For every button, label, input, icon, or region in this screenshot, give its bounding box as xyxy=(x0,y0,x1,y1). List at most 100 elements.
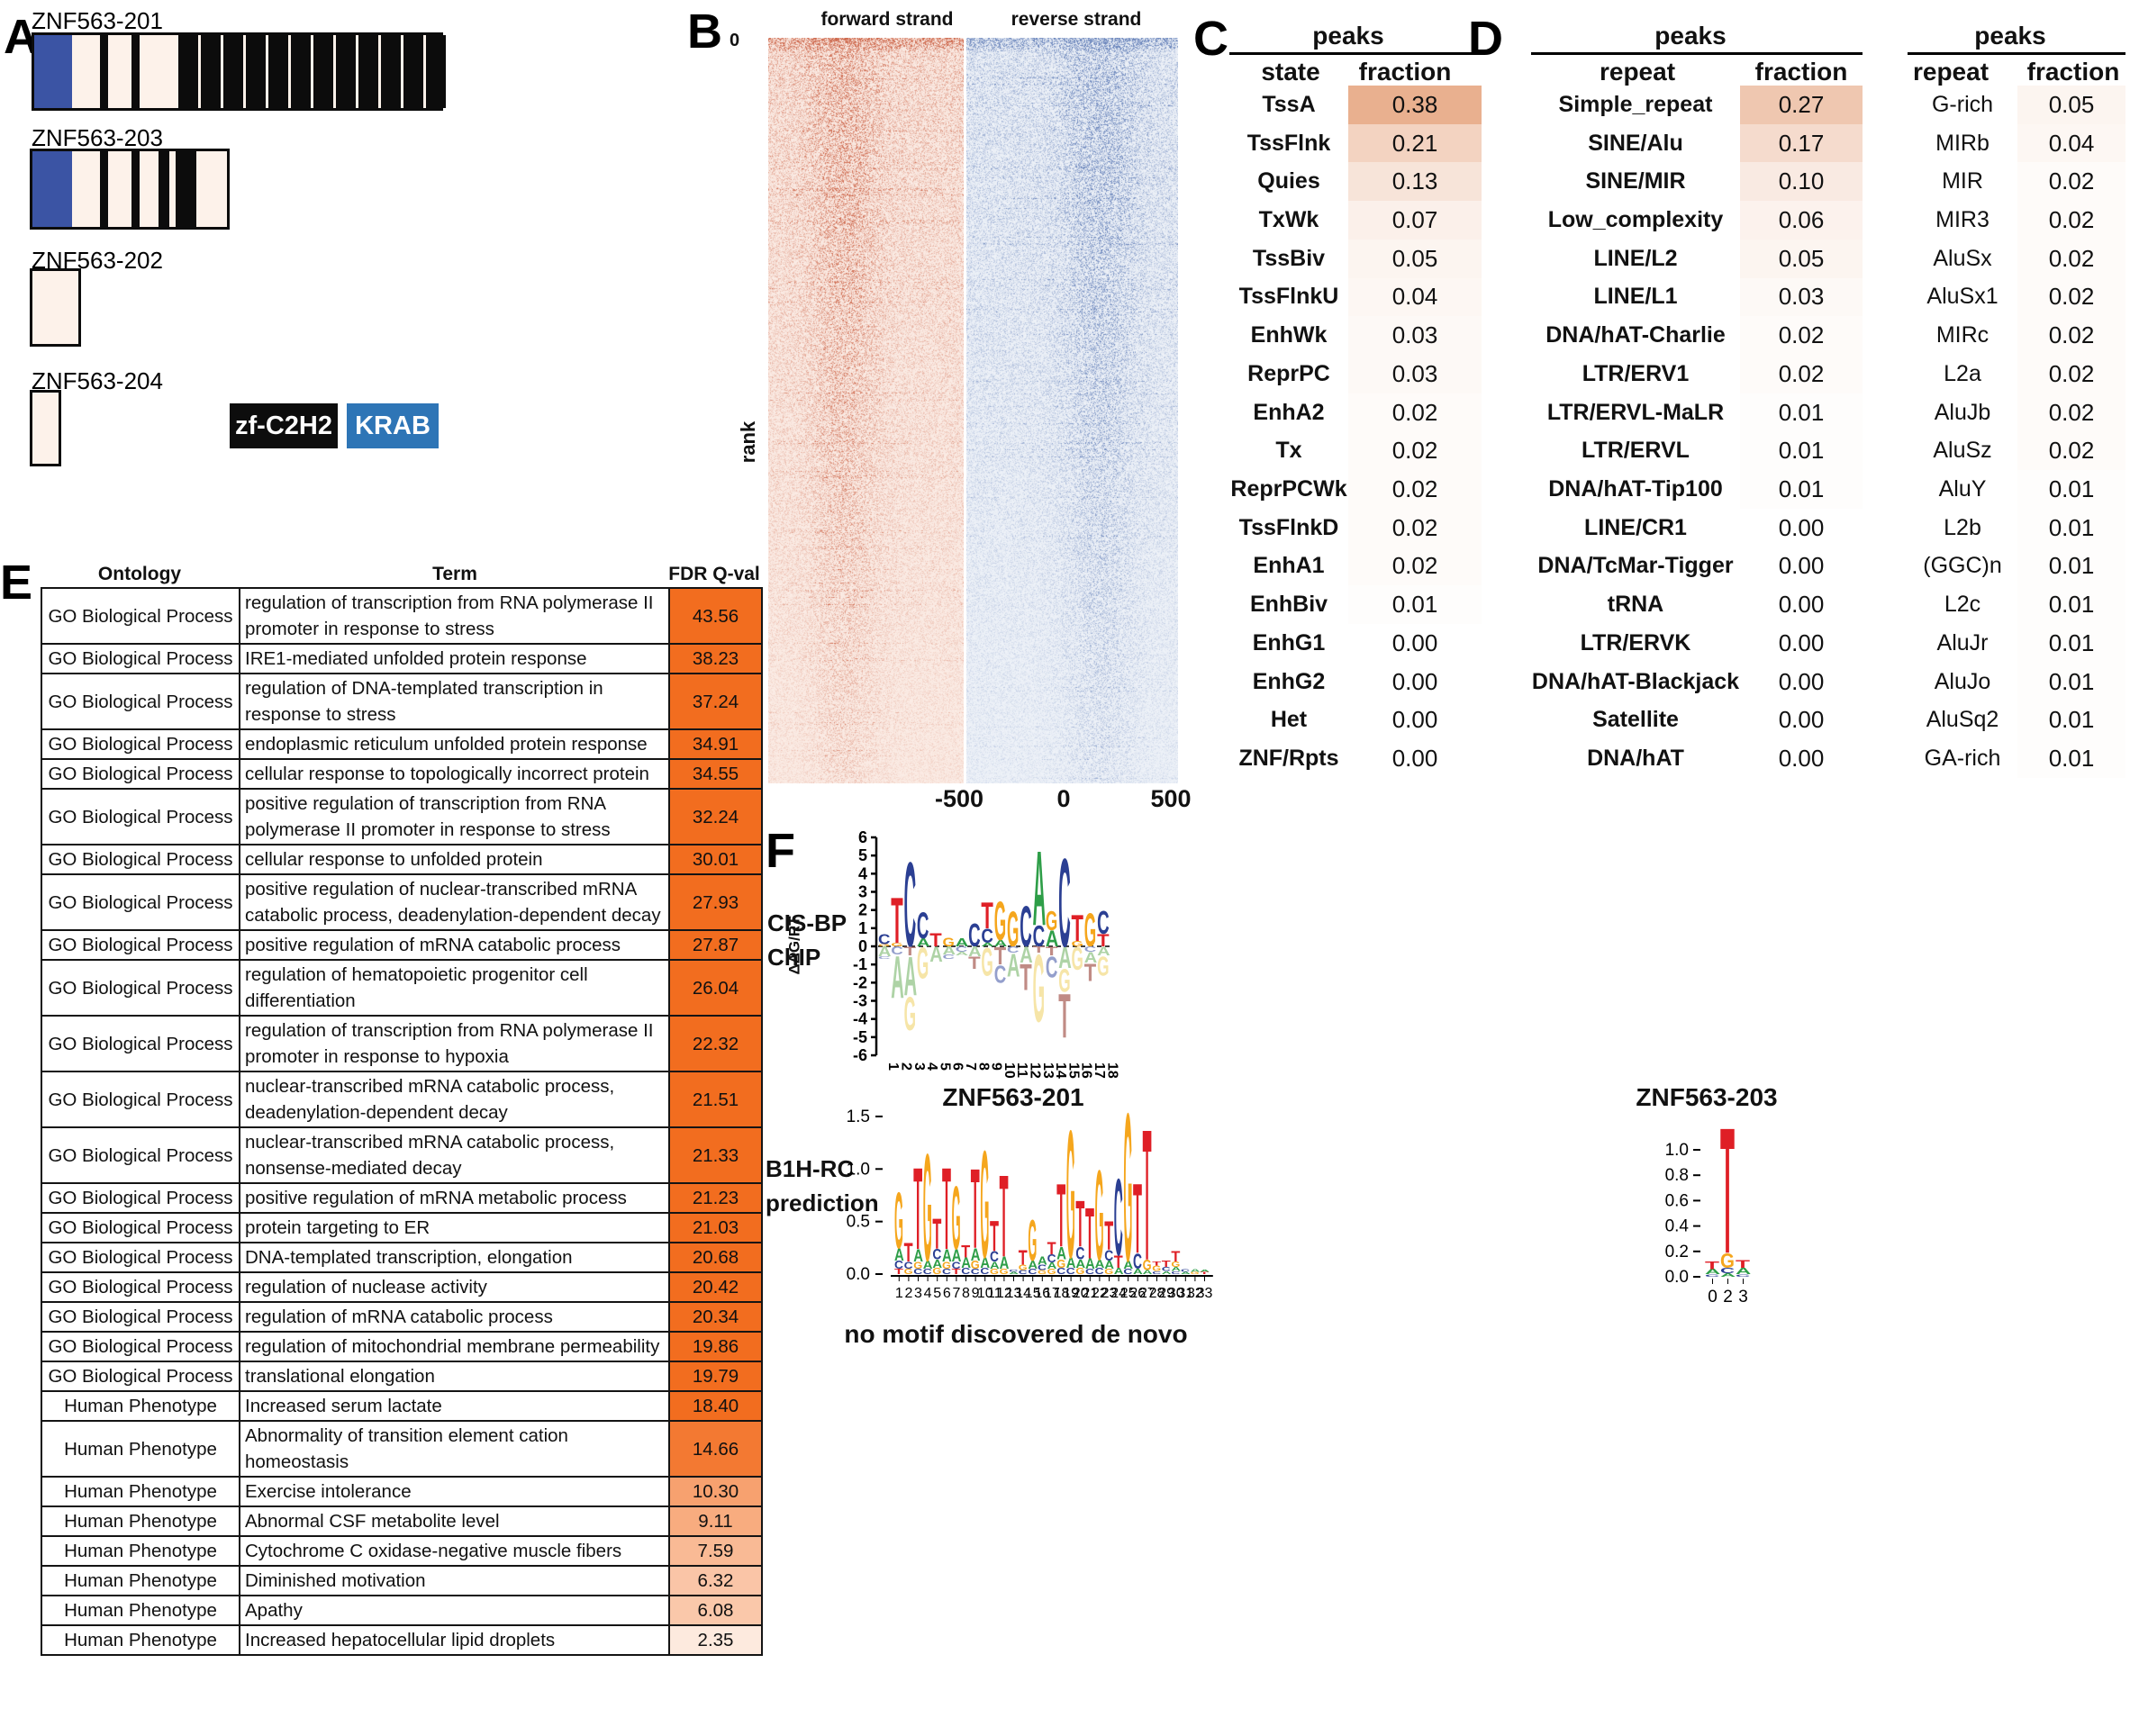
row-label: AluJb xyxy=(1934,399,1991,425)
svg-text:A: A xyxy=(1066,1255,1076,1271)
row-label: Low_complexity xyxy=(1547,207,1724,233)
table-row: L2a 0.02 xyxy=(1908,355,2125,393)
rank-axis-label: rank xyxy=(737,420,760,464)
row-fraction: 0.04 xyxy=(1348,277,1482,317)
svg-text:C: C xyxy=(1019,1270,1028,1276)
krab-domain-segment xyxy=(34,35,72,108)
svg-text:C: C xyxy=(932,1247,941,1263)
svg-text:5: 5 xyxy=(933,1286,941,1301)
svg-text:C: C xyxy=(1028,1269,1037,1277)
table-row: DNA/hAT-Blackjack 0.00 xyxy=(1531,662,1863,701)
svg-text:T: T xyxy=(1104,1214,1113,1260)
svg-text:6: 6 xyxy=(943,1286,951,1301)
table-row: tRNA 0.00 xyxy=(1531,585,1863,625)
row-label: TssBiv xyxy=(1252,245,1326,271)
fdr-qval-cell: 19.86 xyxy=(668,1331,763,1362)
term-cell: Abnormal CSF metabolite level xyxy=(239,1505,670,1537)
svg-text:A: A xyxy=(1191,1269,1201,1273)
svg-text:0.2: 0.2 xyxy=(1665,1243,1689,1261)
ontology-cell: GO Biological Process xyxy=(41,1271,240,1303)
row-label: MIRb xyxy=(1935,130,1990,156)
svg-text:T: T xyxy=(904,944,917,958)
enrichment-row: Human Phenotype Exercise intolerance 10.30 xyxy=(41,1476,763,1507)
svg-text:4: 4 xyxy=(924,1062,939,1071)
svg-text:5: 5 xyxy=(937,1062,952,1071)
row-label: AluJr xyxy=(1936,629,1989,656)
fdr-qval-cell: 20.42 xyxy=(668,1271,763,1303)
panel-d2-title: peaks xyxy=(1974,22,2046,50)
table-row: LINE/L1 0.03 xyxy=(1531,277,1863,317)
svg-text:A: A xyxy=(980,1255,990,1271)
svg-text:A: A xyxy=(943,945,956,957)
table-row: SINE/MIR 0.10 xyxy=(1531,162,1863,202)
enrichment-row: Human Phenotype Apathy 6.08 xyxy=(41,1595,763,1626)
table-row: Quies 0.13 xyxy=(1229,162,1482,202)
table-row: Satellite 0.00 xyxy=(1531,701,1863,740)
svg-text:17: 17 xyxy=(1092,1062,1107,1079)
svg-text:5: 5 xyxy=(858,846,867,864)
ontology-cell: GO Biological Process xyxy=(41,844,240,875)
row-label: EnhA2 xyxy=(1253,399,1325,425)
krab-domain-segment xyxy=(32,151,72,227)
go-enrichment-table: GO Biological Process regulation of trans… xyxy=(41,587,763,1656)
svg-text:9: 9 xyxy=(989,1062,1004,1071)
svg-text:A: A xyxy=(1181,1271,1191,1275)
svg-text:A: A xyxy=(1020,942,1033,968)
svg-text:C: C xyxy=(943,954,956,961)
svg-text:19: 19 xyxy=(1063,1286,1079,1301)
zf-c2h2-domain-segment xyxy=(381,35,401,108)
panel-d-label: D xyxy=(1468,12,1503,66)
svg-text:G: G xyxy=(971,1258,980,1271)
svg-text:0: 0 xyxy=(1708,1288,1718,1307)
svg-text:G: G xyxy=(904,988,916,1041)
term-cell: positive regulation of nuclear-transcrib… xyxy=(239,873,670,931)
svg-text:G: G xyxy=(1000,1268,1009,1276)
row-label: AluSx1 xyxy=(1926,284,1999,310)
svg-text:T: T xyxy=(1114,1252,1123,1272)
row-fraction: 0.02 xyxy=(2017,239,2125,278)
enrichment-row: GO Biological Process DNA-templated trans… xyxy=(41,1242,763,1273)
svg-text:11: 11 xyxy=(1014,1062,1029,1078)
svg-text:A: A xyxy=(1047,1261,1057,1271)
row-label: L2c xyxy=(1944,592,1981,618)
zf-c2h2-domain-segment xyxy=(131,35,140,108)
svg-text:18: 18 xyxy=(1054,1286,1070,1301)
row-fraction: 0.01 xyxy=(2017,662,2125,701)
table-row: DNA/hAT-Charlie 0.02 xyxy=(1531,316,1863,356)
fdr-qval-cell: 27.93 xyxy=(668,873,763,931)
zf-c2h2-domain-segment xyxy=(223,35,243,108)
svg-text:A: A xyxy=(1007,947,1020,984)
row-fraction: 0.02 xyxy=(2017,393,2125,432)
svg-text:G: G xyxy=(1028,1208,1037,1273)
svg-text:T: T xyxy=(1200,1271,1210,1275)
svg-text:G: G xyxy=(1084,904,1096,957)
ontology-cell: GO Biological Process xyxy=(41,873,240,931)
row-fraction: 0.01 xyxy=(1348,585,1482,625)
row-fraction: 0.01 xyxy=(2017,624,2125,663)
row-fraction: 0.02 xyxy=(1348,547,1482,586)
svg-text:A: A xyxy=(1058,941,1072,975)
svg-text:C: C xyxy=(1104,1248,1113,1264)
table-row: TssA 0.38 xyxy=(1229,86,1482,124)
svg-text:15: 15 xyxy=(1065,1062,1081,1079)
enrichment-row: GO Biological Process IRE1-mediated unfol… xyxy=(41,643,763,674)
zf-c2h2-domain-segment xyxy=(268,35,288,108)
svg-text:G: G xyxy=(1056,1257,1065,1270)
svg-text:C: C xyxy=(913,1269,922,1277)
svg-text:A: A xyxy=(932,1257,942,1270)
cisbp-label-line1: CIS-BP xyxy=(767,909,847,936)
svg-text:C: C xyxy=(994,961,1006,990)
svg-text:C: C xyxy=(1114,1158,1123,1279)
row-fraction: 0.00 xyxy=(1348,624,1482,663)
table-row: AluJb 0.02 xyxy=(1908,393,2125,432)
no-motif-caption: no motif discovered de novo xyxy=(844,1320,1188,1348)
svg-text:G: G xyxy=(917,938,929,988)
row-label: ReprPC xyxy=(1247,360,1330,386)
fdr-qval-cell: 19.79 xyxy=(668,1361,763,1392)
row-fraction: 0.01 xyxy=(2017,547,2125,586)
svg-text:C: C xyxy=(1007,945,1020,955)
svg-text:G: G xyxy=(1191,1271,1200,1274)
table-row: MIR 0.02 xyxy=(1908,162,2125,202)
zf-c2h2-domain-segment xyxy=(246,35,266,108)
